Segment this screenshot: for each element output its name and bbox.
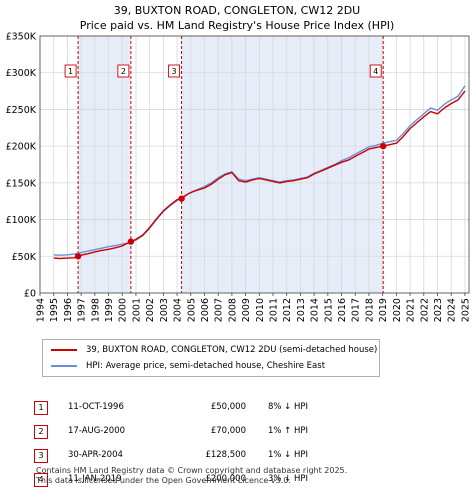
transaction-badge: 1: [34, 401, 48, 415]
legend-swatch-property: [51, 349, 77, 351]
transaction-price: £70,000: [210, 426, 246, 436]
legend-item-property: 39, BUXTON ROAD, CONGLETON, CW12 2DU (se…: [51, 345, 377, 355]
table-row: 4 11-JAN-2019 £200,000 3% ↓ HPI: [34, 473, 334, 488]
x-tick-label: 1994: [36, 298, 47, 322]
plot-frame: [39, 35, 470, 294]
transaction-label: 4: [373, 67, 378, 76]
transaction-price: £200,000: [205, 474, 246, 484]
transaction-badge: 3: [34, 449, 48, 463]
x-tick-label: 2007: [214, 298, 225, 322]
chart-title: 39, BUXTON ROAD, CONGLETON, CW12 2DU: [113, 4, 361, 17]
transaction-point: [74, 253, 82, 260]
legend-label-property: 39, BUXTON ROAD, CONGLETON, CW12 2DU (se…: [86, 345, 378, 355]
table-row: 1 11-OCT-1996 £50,000 8% ↓ HPI: [34, 401, 334, 416]
x-tick-label: 1998: [90, 298, 101, 322]
transaction-date: 30-APR-2004: [68, 450, 123, 460]
hpi-line: [53, 85, 466, 256]
transaction-label-box: [168, 64, 181, 78]
transaction-price: £128,500: [205, 450, 246, 460]
transaction-hpi-diff: 1% ↑ HPI: [267, 426, 309, 436]
x-tick-label: 2016: [337, 298, 348, 322]
x-tick-label: 2009: [241, 298, 252, 322]
transaction-date: 17-AUG-2000: [68, 426, 126, 436]
legend-label-hpi: HPI: Average price, semi-detached house,…: [86, 361, 326, 371]
y-tick-label: £350K: [6, 32, 37, 43]
table-row: 2 17-AUG-2000 £70,000 1% ↑ HPI: [34, 425, 334, 440]
transaction-point: [127, 238, 135, 245]
table-row: 3 30-APR-2004 £128,500 1% ↓ HPI: [34, 449, 334, 464]
y-tick-label: £150K: [6, 178, 37, 189]
transaction-hpi-diff: 3% ↓ HPI: [267, 474, 309, 484]
transaction-badge: 4: [34, 473, 48, 487]
x-tick-label: 2001: [131, 298, 142, 322]
transaction-label: 3: [172, 67, 177, 76]
y-tick-label: £50K: [12, 252, 37, 263]
x-tick-label: 2015: [323, 298, 334, 322]
ownership-period-shading: [181, 36, 384, 293]
footer-copyright: Contains HM Land Registry data © Crown c…: [36, 466, 348, 475]
transaction-label: 1: [68, 67, 73, 76]
y-tick-label: £250K: [6, 105, 37, 116]
x-tick-label: 2006: [200, 298, 211, 322]
transaction-label-box: [117, 64, 130, 78]
property-price-line: [53, 90, 466, 260]
transaction-hpi-diff: 8% ↓ HPI: [267, 402, 309, 412]
x-tick-label: 2017: [351, 298, 362, 322]
transaction-date: 11-OCT-1996: [68, 402, 124, 412]
x-tick-label: 2000: [118, 298, 129, 322]
x-tick-label: 2020: [392, 298, 403, 322]
y-tick-label: £100K: [6, 215, 37, 226]
y-tick-label: £0: [24, 289, 36, 300]
x-tick-label: 2012: [282, 298, 293, 322]
x-tick-label: 2004: [173, 298, 184, 322]
y-tick-label: £300K: [6, 68, 37, 79]
transaction-date: 11-JAN-2019: [68, 474, 122, 484]
x-tick-label: 2008: [227, 298, 238, 322]
transaction-label: 2: [121, 67, 126, 76]
chart-subtitle: Price paid vs. HM Land Registry's House …: [79, 19, 395, 32]
x-tick-label: 1996: [63, 298, 74, 322]
transaction-point: [178, 195, 185, 202]
footer-licence: This data is licensed under the Open Gov…: [36, 476, 291, 485]
x-tick-label: 2014: [310, 298, 321, 322]
chart-legend: 39, BUXTON ROAD, CONGLETON, CW12 2DU (se…: [42, 339, 380, 377]
x-tick-label: 2024: [447, 298, 458, 322]
x-tick-label: 2022: [419, 298, 430, 322]
transaction-point: [380, 142, 387, 150]
x-tick-label: 1995: [49, 298, 60, 322]
legend-item-hpi: HPI: Average price, semi-detached house,…: [51, 361, 325, 371]
transaction-price: £50,000: [210, 402, 246, 412]
x-tick-label: 2011: [269, 298, 280, 322]
x-tick-label: 2018: [364, 298, 375, 322]
x-tick-label: 2003: [159, 298, 170, 322]
transaction-hpi-diff: 1% ↓ HPI: [267, 450, 309, 460]
transaction-label-box: [369, 64, 382, 78]
transaction-label-box: [64, 64, 77, 78]
transaction-badge: 2: [34, 425, 48, 439]
x-tick-label: 2023: [433, 298, 444, 322]
x-tick-label: 2013: [296, 298, 307, 322]
price-chart: £0 £50K £100K £150K £200K £250K £300K £350K 1994…: [6, 32, 472, 323]
x-tick-label: 2025: [460, 298, 471, 322]
y-tick-label: £200K: [6, 142, 37, 153]
x-tick-label: 2005: [186, 298, 197, 322]
x-tick-label: 2010: [255, 298, 266, 322]
x-tick-label: 1999: [104, 298, 115, 322]
x-tick-label: 2019: [378, 298, 389, 322]
x-tick-label: 2002: [145, 298, 156, 322]
legend-swatch-hpi: [51, 365, 77, 367]
x-tick-label: 1997: [77, 298, 88, 322]
x-tick-label: 2021: [406, 298, 417, 322]
